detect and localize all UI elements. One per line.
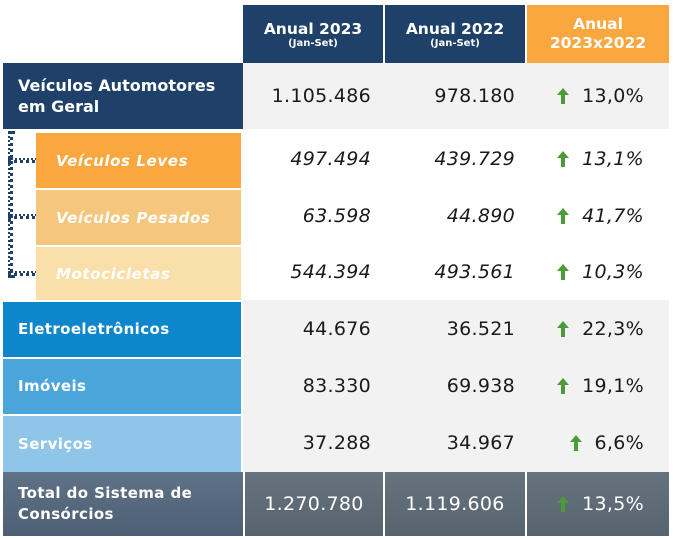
row-label-veiculos-automotores: Veículos Automotores em Geral <box>3 63 243 129</box>
header-anual-2022-period: (Jan-Set) <box>430 37 480 49</box>
variation-cell: 13,0% <box>527 63 669 129</box>
row-bg <box>243 300 669 357</box>
value-2023: 44.676 <box>302 317 371 340</box>
row-label-veiculos-pesados: Veículos Pesados <box>36 190 241 245</box>
variation-cell: 6,6% <box>527 414 669 472</box>
arrow-up-icon <box>557 264 570 280</box>
header-variation: Anual 2023x2022 <box>527 5 669 63</box>
variation-cell: 10,3% <box>527 244 669 300</box>
row-label-eletroeletronicos: Eletroeletrônicos <box>3 302 241 357</box>
arrow-up-icon <box>569 435 582 451</box>
row-label-text: Total do Sistema de Consórcios <box>18 484 193 523</box>
variation-value: 13,1% <box>582 148 644 170</box>
value-2023: 63.598 <box>302 204 371 227</box>
row-label-servicos: Serviços <box>3 416 241 472</box>
row-label-total: Total do Sistema de Consórcios <box>3 472 243 536</box>
variation-cell-total: 13,5% <box>527 472 669 536</box>
value-2023: 497.494 <box>290 148 371 170</box>
value-2022: 44.890 <box>446 204 515 227</box>
row-label-veiculos-leves: Veículos Leves <box>36 133 241 188</box>
value-2022: 493.561 <box>434 261 515 283</box>
row-label-text: Veículos Automotores em Geral <box>18 76 216 116</box>
row-label-imoveis: Imóveis <box>3 359 241 414</box>
value-2023-total: 1.270.780 <box>245 472 383 536</box>
arrow-up-icon <box>557 207 570 224</box>
header-anual-2023-title: Anual 2023 <box>263 19 363 38</box>
arrow-up-icon <box>557 377 570 394</box>
value-2023: 83.330 <box>302 374 371 397</box>
value-2022: 69.938 <box>446 374 515 397</box>
header-anual-2022: Anual 2022 (Jan-Set) <box>385 5 525 63</box>
total-value-2022: 1.119.606 <box>405 493 505 515</box>
row-bg <box>243 414 669 472</box>
value-2023: 544.394 <box>290 261 371 283</box>
variation-cell: 19,1% <box>527 357 669 414</box>
tree-connector-vertical <box>8 131 13 278</box>
variation-value: 6,6% <box>594 432 644 454</box>
variation-value: 19,1% <box>582 374 644 397</box>
variation-value: 13,0% <box>582 85 644 107</box>
total-value-2023: 1.270.780 <box>264 493 364 515</box>
variation-value: 22,3% <box>582 317 644 340</box>
header-variation-line1: Anual <box>573 15 623 33</box>
arrow-up-icon <box>557 151 570 167</box>
variation-cell: 22,3% <box>527 300 669 357</box>
value-2022: 439.729 <box>434 148 515 170</box>
header-anual-2023: Anual 2023 (Jan-Set) <box>243 5 383 63</box>
variation-value: 41,7% <box>582 204 644 227</box>
variation-cell: 41,7% <box>527 187 669 244</box>
value-2022: 34.967 <box>446 432 515 454</box>
value-2023: 37.288 <box>302 432 371 454</box>
arrow-up-icon <box>557 496 570 512</box>
arrow-up-icon <box>557 320 570 337</box>
row-bg <box>243 63 669 129</box>
row-bg <box>243 357 669 414</box>
value-2023: 1.105.486 <box>271 85 371 107</box>
arrow-up-icon <box>557 88 570 104</box>
header-anual-2023-period: (Jan-Set) <box>288 37 338 49</box>
header-variation-line2: 2023x2022 <box>549 34 647 52</box>
header-anual-2022-title: Anual 2022 <box>405 19 505 38</box>
variation-value: 13,5% <box>582 493 644 515</box>
value-2022-total: 1.119.606 <box>385 472 525 536</box>
variation-cell: 13,1% <box>527 131 669 187</box>
row-label-motocicletas: Motocicletas <box>36 247 241 300</box>
value-2022: 36.521 <box>446 317 515 340</box>
value-2022: 978.180 <box>434 85 515 107</box>
variation-value: 10,3% <box>582 261 644 283</box>
